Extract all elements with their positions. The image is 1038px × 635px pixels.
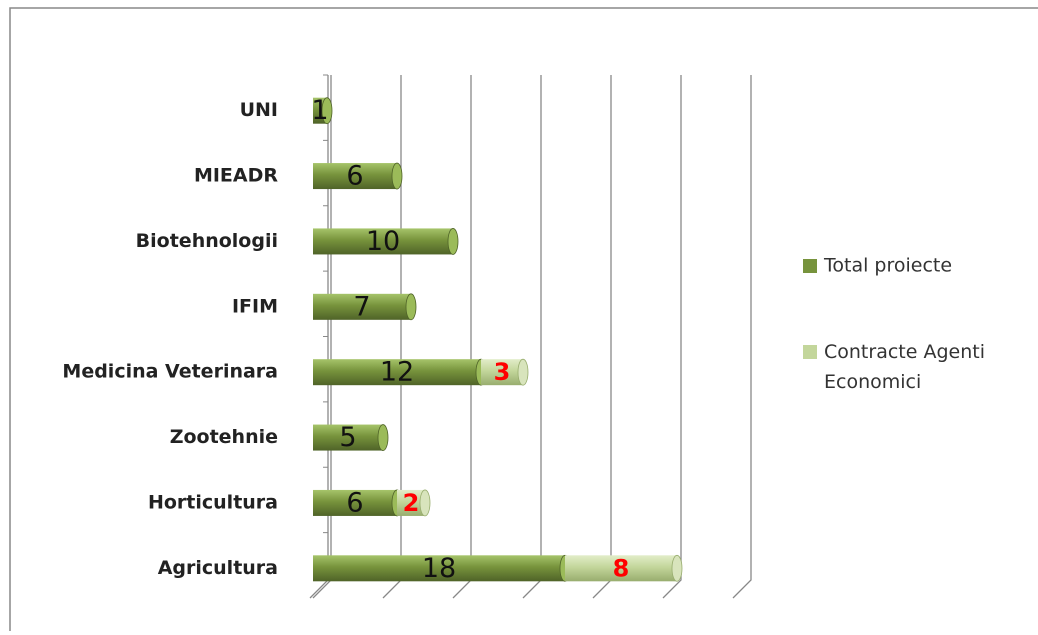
bar-cap bbox=[671, 554, 683, 582]
grid-line bbox=[662, 75, 682, 599]
y-tick-label: MIEADR bbox=[194, 165, 278, 187]
grid-line bbox=[592, 75, 612, 599]
y-tick-label: UNI bbox=[240, 99, 278, 121]
bar-segment: 2 bbox=[397, 489, 431, 517]
bar bbox=[313, 359, 481, 386]
y-tick-label: Agricultura bbox=[158, 557, 278, 579]
legend-label: Total proiecte bbox=[823, 255, 952, 277]
bar-segment: 8 bbox=[565, 554, 683, 582]
bar-segment: 6 bbox=[313, 487, 403, 518]
bar bbox=[313, 424, 383, 451]
legend-line: Contracte Agenti bbox=[824, 341, 985, 363]
chart-frame bbox=[9, 7, 1038, 635]
bar-cap bbox=[321, 97, 333, 125]
data-label: 1 bbox=[311, 95, 328, 126]
data-label: 10 bbox=[366, 226, 400, 257]
grid-line bbox=[452, 75, 472, 599]
bar bbox=[313, 228, 453, 255]
y-tick-label: Zootehnie bbox=[170, 426, 278, 448]
data-label: 8 bbox=[613, 554, 630, 582]
bar-cap bbox=[419, 489, 431, 517]
bar-segment: 5 bbox=[313, 422, 389, 453]
y-tick-label: Medicina Veterinara bbox=[62, 361, 278, 383]
data-label: 3 bbox=[494, 358, 511, 386]
bar bbox=[313, 489, 397, 516]
bar bbox=[313, 555, 565, 582]
data-label: 6 bbox=[346, 161, 363, 192]
legend-line: Economici bbox=[824, 371, 921, 393]
y-tick-label: Horticultura bbox=[148, 491, 278, 513]
y-tick-label: IFIM bbox=[232, 295, 278, 317]
bar-segment: 6 bbox=[313, 161, 403, 192]
data-label: 5 bbox=[339, 422, 356, 453]
bar bbox=[481, 359, 523, 386]
bar-segment: 1 bbox=[311, 95, 333, 126]
bar-segment: 12 bbox=[313, 357, 487, 388]
bar bbox=[313, 163, 397, 190]
data-label: 7 bbox=[353, 291, 370, 322]
bar-segment: 10 bbox=[313, 226, 459, 257]
bar bbox=[313, 293, 411, 320]
bar-segment: 7 bbox=[313, 291, 417, 322]
data-label: 2 bbox=[403, 489, 420, 517]
legend-label: Contracte Agenti Economici bbox=[824, 341, 985, 393]
bar-cap bbox=[391, 162, 403, 190]
bar-segment: 3 bbox=[481, 358, 529, 386]
data-label: 12 bbox=[380, 357, 414, 388]
data-label: 18 bbox=[422, 553, 456, 584]
bar-cap bbox=[405, 293, 417, 321]
data-label: 6 bbox=[346, 487, 363, 518]
grid-line bbox=[382, 75, 402, 599]
legend-swatch bbox=[803, 259, 817, 273]
grid-line bbox=[732, 75, 752, 599]
grid-line bbox=[522, 75, 542, 599]
bar-cap bbox=[517, 358, 529, 386]
bar-cap bbox=[377, 424, 389, 451]
bar-cap bbox=[447, 228, 459, 255]
y-tick-label: Biotehnologii bbox=[136, 230, 278, 252]
legend-swatch bbox=[803, 345, 817, 359]
bar-segment: 18 bbox=[313, 553, 571, 584]
bar bbox=[565, 555, 677, 582]
